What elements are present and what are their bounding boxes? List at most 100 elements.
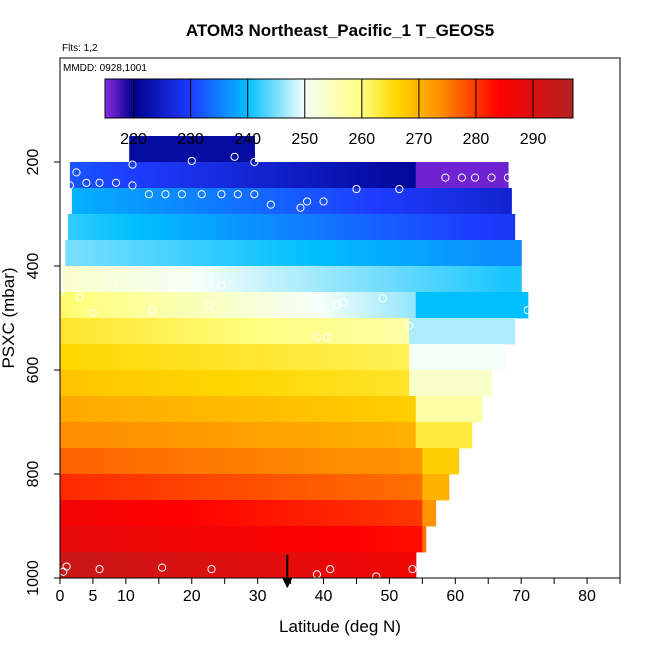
heatmap-cell <box>402 448 407 475</box>
x-tick-label: 60 <box>446 588 464 605</box>
heatmap-cell <box>178 448 183 475</box>
heatmap-cell <box>244 266 248 293</box>
heatmap-cell <box>475 370 479 397</box>
heatmap-cell <box>231 292 236 319</box>
heatmap-cell <box>172 526 176 553</box>
heatmap-cell <box>79 266 84 293</box>
heatmap-cell <box>257 448 262 475</box>
heatmap-cell <box>369 344 374 371</box>
heatmap-cell <box>218 500 223 527</box>
heatmap-cell <box>207 188 212 215</box>
heatmap-cell <box>452 162 456 189</box>
heatmap-cell <box>297 318 302 345</box>
heatmap-cell <box>194 240 199 267</box>
heatmap-cell <box>102 500 107 527</box>
heatmap-cell <box>116 552 120 579</box>
heatmap-cell <box>475 396 479 423</box>
heatmap-cell <box>207 240 212 267</box>
heatmap-cell <box>208 526 213 553</box>
heatmap-cell <box>158 422 163 449</box>
heatmap-cell <box>274 396 279 423</box>
heatmap-cell <box>125 318 130 345</box>
heatmap-cell <box>307 500 311 527</box>
heatmap-cell <box>340 500 344 527</box>
colorbar-segment <box>224 79 229 118</box>
heatmap-cell <box>284 370 288 397</box>
heatmap-cell <box>214 344 219 371</box>
heatmap-cell <box>155 474 160 501</box>
heatmap-cell <box>405 474 410 501</box>
heatmap-cell <box>112 162 117 189</box>
heatmap-cell <box>435 344 440 371</box>
heatmap-cell <box>139 526 143 553</box>
heatmap-cell <box>316 240 321 267</box>
heatmap-cell <box>356 396 361 423</box>
heatmap-cell <box>478 266 483 293</box>
heatmap-cell <box>382 318 387 345</box>
heatmap-cell <box>297 552 302 579</box>
heatmap-cell <box>405 552 410 579</box>
heatmap-cell <box>214 292 219 319</box>
observation-point <box>408 565 417 574</box>
heatmap-cell <box>320 370 325 397</box>
colorbar-segment <box>315 79 320 118</box>
heatmap-cell <box>195 344 199 371</box>
heatmap-cell <box>277 526 282 553</box>
heatmap-cell <box>425 344 430 371</box>
heatmap-cell <box>106 396 111 423</box>
heatmap-cell <box>402 526 407 553</box>
heatmap-cell <box>283 188 288 215</box>
heatmap-cell <box>415 344 420 371</box>
heatmap-cell <box>488 292 493 319</box>
heatmap-cell <box>244 474 249 501</box>
heatmap-cell <box>132 526 137 553</box>
heatmap-cell <box>175 344 180 371</box>
heatmap-cell <box>346 370 351 397</box>
heatmap-cell <box>198 500 203 527</box>
heatmap-cell <box>290 344 295 371</box>
heatmap-cell <box>211 396 216 423</box>
heatmap-cell <box>69 474 74 501</box>
heatmap-cell <box>287 448 292 475</box>
heatmap-cell <box>313 474 318 501</box>
heatmap-cell <box>326 396 331 423</box>
heatmap-cell <box>234 396 239 423</box>
heatmap-cell <box>274 552 279 579</box>
heatmap-cell <box>234 162 239 189</box>
heatmap-cell <box>178 136 183 163</box>
heatmap-cell <box>218 422 223 449</box>
colorbar-tick-label: 270 <box>406 131 433 148</box>
heatmap-cell <box>165 318 170 345</box>
observation-point <box>167 282 177 291</box>
colorbar-segment <box>163 79 167 118</box>
heatmap-cell <box>256 188 261 215</box>
heatmap-cell <box>349 162 354 189</box>
colorbar-segment <box>274 79 279 118</box>
heatmap-cell <box>409 318 414 345</box>
heatmap-cell <box>89 474 94 501</box>
heatmap-cell <box>247 448 252 475</box>
heatmap-cell <box>310 396 315 423</box>
heatmap-cell <box>211 500 216 527</box>
x-tick-label: 5 <box>88 588 97 605</box>
heatmap-cell <box>363 474 367 501</box>
heatmap-cell <box>217 188 222 215</box>
heatmap-cell <box>277 292 282 319</box>
heatmap-cell <box>316 344 321 371</box>
heatmap-cell <box>287 422 292 449</box>
observation-point <box>378 294 387 303</box>
heatmap-cell <box>79 292 84 319</box>
heatmap-cell <box>99 526 104 553</box>
heatmap-cell <box>333 552 338 579</box>
heatmap-cell <box>228 136 232 163</box>
heatmap-cell <box>372 162 377 189</box>
heatmap-cell <box>145 474 150 501</box>
heatmap-cell <box>83 370 87 397</box>
heatmap-cell <box>81 214 85 241</box>
heatmap-cell <box>465 266 469 293</box>
heatmap-cell <box>323 266 328 293</box>
heatmap-cell <box>346 188 350 215</box>
heatmap-cell <box>129 448 134 475</box>
heatmap-cell <box>339 188 344 215</box>
heatmap-cell <box>102 370 107 397</box>
